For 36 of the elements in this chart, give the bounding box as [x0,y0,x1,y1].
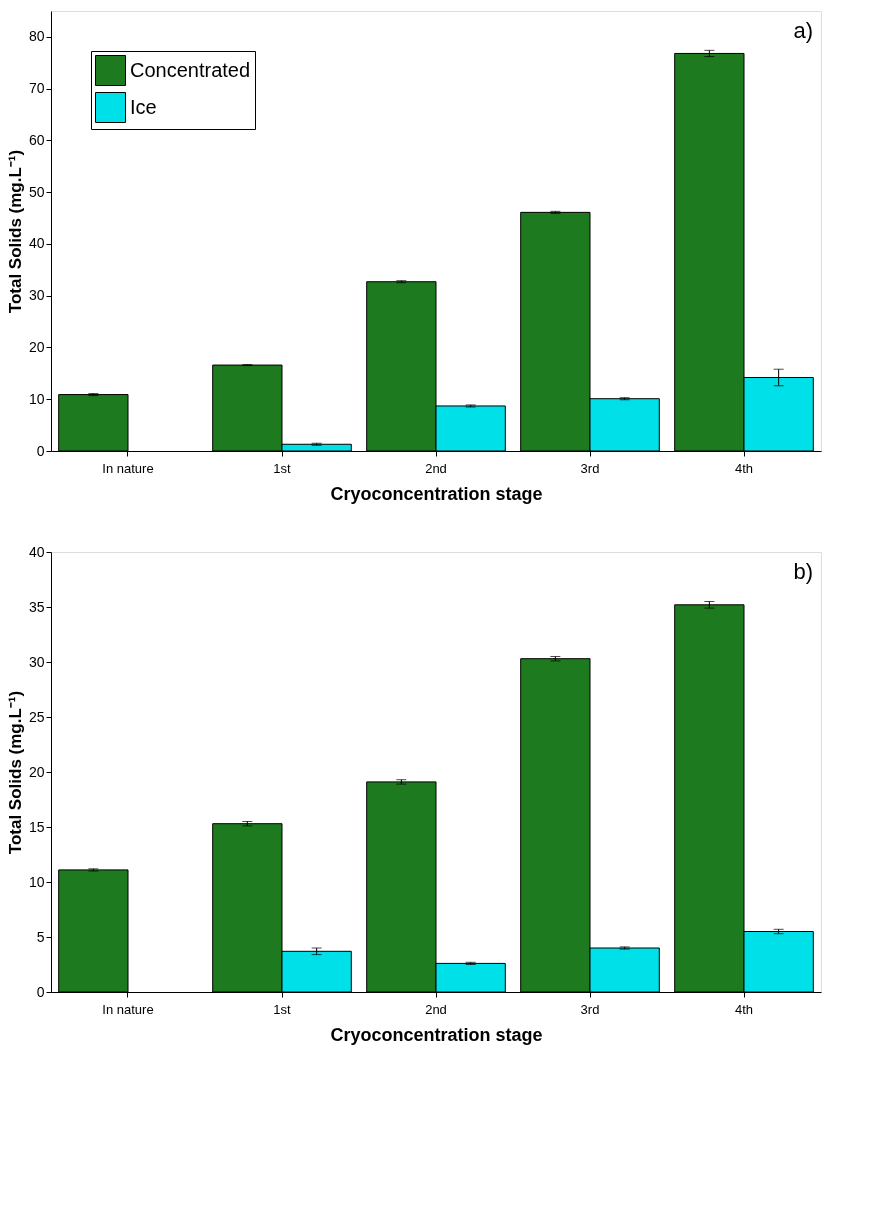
y-tick-label: 50 [28,183,45,200]
y-tick-label: 0 [36,442,45,459]
y-tick-label: 10 [28,873,45,890]
y-axis-title: Total Solids (mg.L⁻¹) [5,690,25,855]
y-axis-title: Total Solids (mg.L⁻¹) [5,149,25,314]
x-tick-label: 4th [734,460,754,476]
y-tick-label: 30 [28,653,45,670]
y-tick-label: 0 [36,983,45,1000]
y-tick-label: 20 [28,338,45,355]
y-tick-label: 60 [28,131,45,148]
y-tick-label: 70 [28,80,45,97]
y-tick-label: 40 [28,235,45,252]
annotation: b) [793,559,813,584]
x-axis-title: Cryoconcentration stage [330,1024,543,1045]
y-tick-label: 80 [28,28,45,45]
y-tick-label: 15 [28,818,45,835]
x-tick-label: In nature [102,1001,154,1017]
legend-label: Concentrated [130,58,251,81]
y-tick-label: 25 [28,708,45,725]
legend-label: Ice [130,95,157,118]
x-tick-label: 3rd [580,1001,600,1017]
y-tick-label: 20 [28,763,45,780]
y-tick-label: 35 [28,598,45,615]
x-tick-label: 4th [734,1001,754,1017]
x-tick-label: 2nd [425,460,447,476]
y-tick-label: 40 [28,543,45,560]
x-axis-title: Cryoconcentration stage [330,483,543,504]
x-tick-label: In nature [102,460,154,476]
x-tick-label: 1st [273,1001,292,1017]
x-tick-label: 3rd [580,460,600,476]
y-tick-label: 10 [28,390,45,407]
annotation: a) [793,18,813,43]
x-tick-label: 2nd [425,1001,447,1017]
x-tick-label: 1st [273,460,292,476]
y-tick-label: 30 [28,287,45,304]
y-tick-label: 5 [36,928,45,945]
